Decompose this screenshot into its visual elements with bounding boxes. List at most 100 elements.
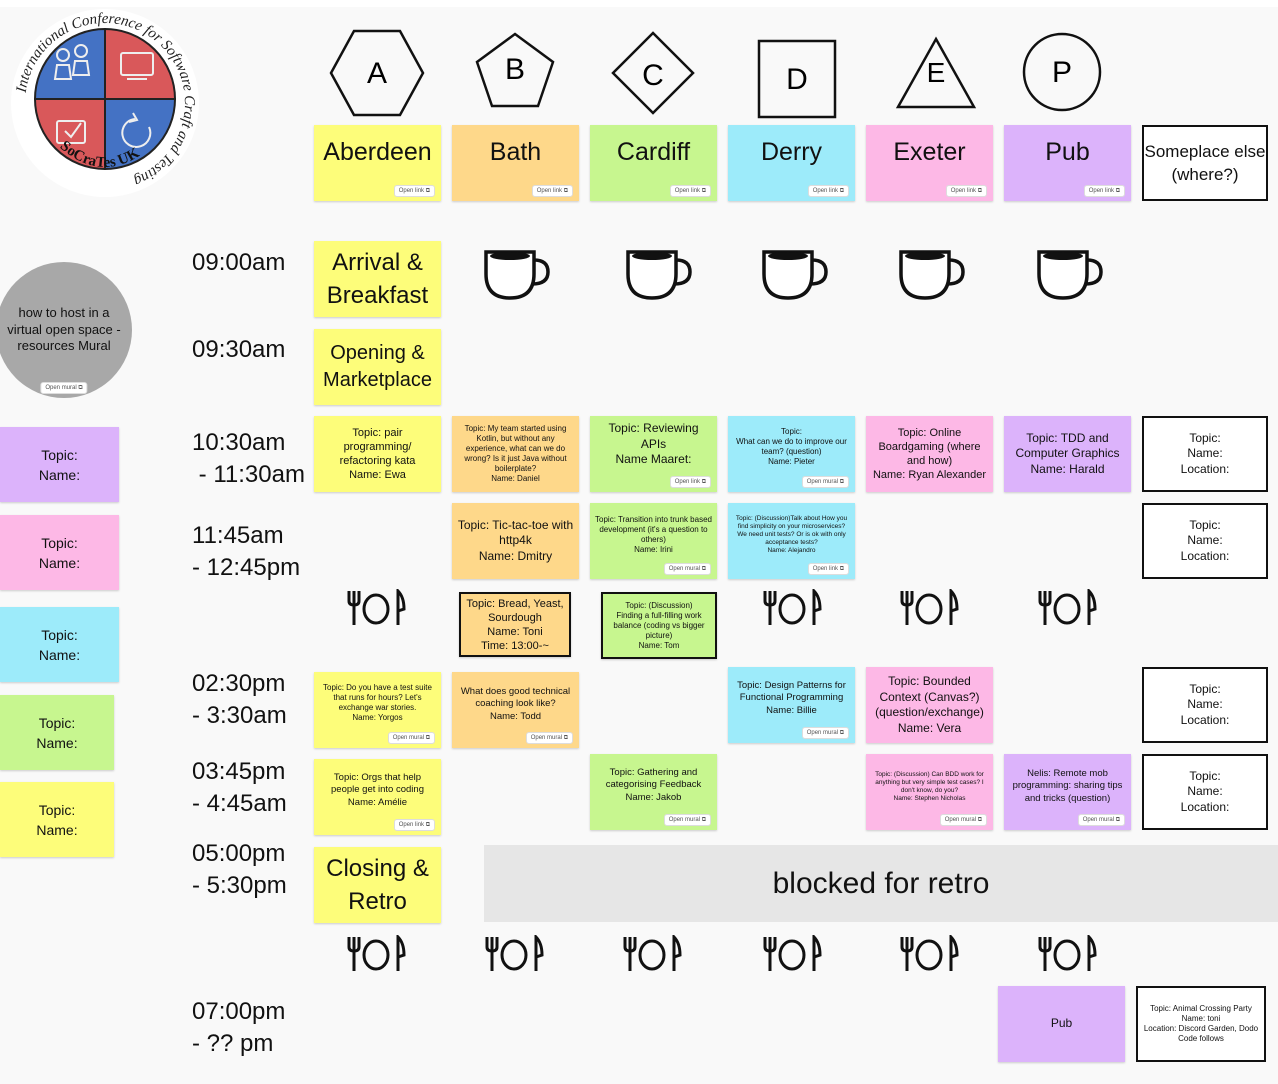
coffee-cup-icon [760, 244, 828, 302]
session-1145-other[interactable]: Topic: Name: Location: [1142, 503, 1268, 579]
session-1030-other[interactable]: Topic: Name: Location: [1142, 416, 1268, 492]
session-1430-exeter[interactable]: Topic: Bounded Context (Canvas?) (questi… [866, 667, 993, 743]
closing-retro[interactable]: Closing & Retro [314, 847, 441, 923]
room-aberdeen[interactable]: Aberdeen Open link ⧉ [314, 125, 441, 201]
template-sticky-purple[interactable]: Topic: Name: [0, 427, 119, 502]
fork-knife-icon [899, 589, 961, 627]
open-mural-button[interactable]: Open mural ⧉ [40, 382, 88, 394]
session-1545-other[interactable]: Topic: Name: Location: [1142, 754, 1268, 830]
session-1545-cardiff[interactable]: Topic: Gathering and categorising Feedba… [590, 754, 717, 830]
room-someplace-else[interactable]: Someplace else (where?) [1142, 125, 1268, 201]
open-link-button[interactable]: Open link ⧉ [393, 185, 435, 197]
fork-knife-icon [1037, 589, 1099, 627]
open-link-button[interactable]: Open link ⧉ [945, 185, 987, 197]
open-link-button[interactable]: Open link ⧉ [807, 185, 849, 197]
template-sticky-green[interactable]: Topic: Name: [0, 695, 114, 770]
session-1430-other[interactable]: Topic: Name: Location: [1142, 667, 1268, 743]
room-a-hexagon: A [329, 25, 425, 121]
coffee-cup-icon [624, 244, 692, 302]
room-b-pentagon: B [467, 22, 563, 118]
time-1900: 07:00pm - ?? pm [192, 998, 286, 1057]
time-0930: 09:30am [192, 336, 286, 363]
coffee-cup-icon [897, 244, 965, 302]
blocked-for-retro: blocked for retro [484, 845, 1278, 922]
template-sticky-pink[interactable]: Topic: Name: [0, 515, 119, 590]
session-1430-derry[interactable]: Topic: Design Patterns for Functional Pr… [728, 667, 855, 743]
evening-animal-crossing[interactable]: Topic: Animal Crossing Party Name: toni … [1136, 986, 1266, 1062]
room-d-square: D [749, 31, 839, 121]
lunch-session-cardiff[interactable]: Topic: (Discussion) Finding a full-filli… [601, 592, 717, 659]
template-sticky-cyan[interactable]: Topic: Name: [0, 607, 119, 682]
room-a-letter: A [367, 57, 387, 90]
room-name: Cardiff [616, 138, 691, 166]
fork-knife-icon [899, 935, 961, 973]
room-pub[interactable]: Pub Open link ⧉ [1004, 125, 1131, 201]
open-link-button[interactable]: Open link ⧉ [807, 563, 849, 575]
open-mural-button[interactable]: Open mural ⧉ [663, 814, 711, 826]
room-exeter[interactable]: Exeter Open link ⧉ [866, 125, 993, 201]
time-1700: 05:00pm - 5:30pm [192, 840, 287, 899]
session-1145-derry[interactable]: Topic: (Discussion)Talk about How you fi… [728, 503, 855, 579]
coffee-cup-icon [1035, 244, 1103, 302]
session-1145-bath[interactable]: Topic: Tic-tac-toe with http4k Name: Dmi… [452, 503, 579, 579]
room-bath[interactable]: Bath Open link ⧉ [452, 125, 579, 201]
open-link-button[interactable]: Open link ⧉ [1083, 185, 1125, 197]
fork-knife-icon [762, 589, 824, 627]
fork-knife-icon [762, 935, 824, 973]
fork-knife-icon [484, 935, 546, 973]
session-1030-derry[interactable]: Topic: What can we do to improve our tea… [728, 416, 855, 492]
host-resources-mural[interactable]: how to host in a virtual open space - re… [0, 262, 132, 398]
fork-knife-icon [346, 935, 408, 973]
time-1430: 02:30pm - 3:30am [192, 670, 287, 729]
fork-knife-icon [346, 589, 408, 627]
open-mural-button[interactable]: Open mural ⧉ [1077, 814, 1125, 826]
open-link-button[interactable]: Open link ⧉ [669, 476, 711, 488]
open-mural-button[interactable]: Open mural ⧉ [801, 727, 849, 739]
open-link-button[interactable]: Open link ⧉ [531, 185, 573, 197]
session-1545-aberdeen[interactable]: Topic: Orgs that help people get into co… [314, 759, 441, 835]
time-1030: 10:30am - 11:30am [192, 429, 305, 488]
open-mural-button[interactable]: Open mural ⧉ [801, 476, 849, 488]
fork-knife-icon [622, 935, 684, 973]
session-1545-exeter[interactable]: Topic: (Discussion) Can BDD work for any… [866, 754, 993, 830]
room-e-triangle: E [888, 27, 984, 123]
session-1545-pub[interactable]: Nelis: Remote mob programming: sharing t… [1004, 754, 1131, 830]
fork-knife-icon [1037, 935, 1099, 973]
time-1545: 03:45pm - 4:45am [192, 758, 287, 817]
socrates-uk-logo: International Conference for Software Cr… [8, 6, 202, 200]
host-resources-label: how to host in a virtual open space - re… [7, 305, 121, 354]
room-p-circle: P [1015, 25, 1111, 121]
room-c-letter: C [642, 59, 664, 92]
session-1030-aberdeen[interactable]: Topic: pair programming/ refactoring kat… [314, 416, 441, 492]
session-1030-bath[interactable]: Topic: My team started using Kotlin, but… [452, 416, 579, 492]
lunch-session-bath[interactable]: Topic: Bread, Yeast, Sourdough Name: Ton… [459, 592, 571, 657]
evening-pub[interactable]: Pub [998, 986, 1125, 1062]
coffee-cup-icon [482, 244, 550, 302]
session-1030-cardiff[interactable]: Topic: Reviewing APIs Name Maaret: Open … [590, 416, 717, 492]
opening-marketplace[interactable]: Opening & Marketplace [314, 329, 441, 405]
open-mural-button[interactable]: Open mural ⧉ [525, 732, 573, 744]
open-mural-button[interactable]: Open mural ⧉ [387, 732, 435, 744]
open-mural-button[interactable]: Open mural ⧉ [663, 563, 711, 575]
room-name: Pub [1045, 138, 1090, 166]
room-cardiff[interactable]: Cardiff Open link ⧉ [590, 125, 717, 201]
template-sticky-yellow[interactable]: Topic: Name: [0, 782, 114, 857]
open-link-button[interactable]: Open link ⧉ [669, 185, 711, 197]
room-name: Exeter [893, 138, 966, 166]
session-1430-aberdeen[interactable]: Topic: Do you have a test suite that run… [314, 672, 441, 748]
room-c-diamond: C [605, 25, 701, 121]
room-name: Derry [760, 138, 823, 166]
room-d-letter: D [786, 63, 808, 96]
session-1030-pub[interactable]: Topic: TDD and Computer Graphics Name: H… [1004, 416, 1131, 492]
session-1030-exeter[interactable]: Topic: Online Boardgaming (where and how… [866, 416, 993, 492]
session-1430-bath[interactable]: What does good technical coaching look l… [452, 672, 579, 748]
session-1145-cardiff[interactable]: Topic: Transition into trunk based devel… [590, 503, 717, 579]
room-derry[interactable]: Derry Open link ⧉ [728, 125, 855, 201]
room-name: Bath [489, 138, 542, 166]
arrival-breakfast[interactable]: Arrival & Breakfast [314, 241, 441, 317]
open-link-button[interactable]: Open link ⧉ [393, 819, 435, 831]
room-name: Aberdeen [323, 138, 432, 166]
room-b-letter: B [505, 53, 525, 86]
time-0900: 09:00am [192, 249, 286, 276]
open-mural-button[interactable]: Open mural ⧉ [939, 814, 987, 826]
